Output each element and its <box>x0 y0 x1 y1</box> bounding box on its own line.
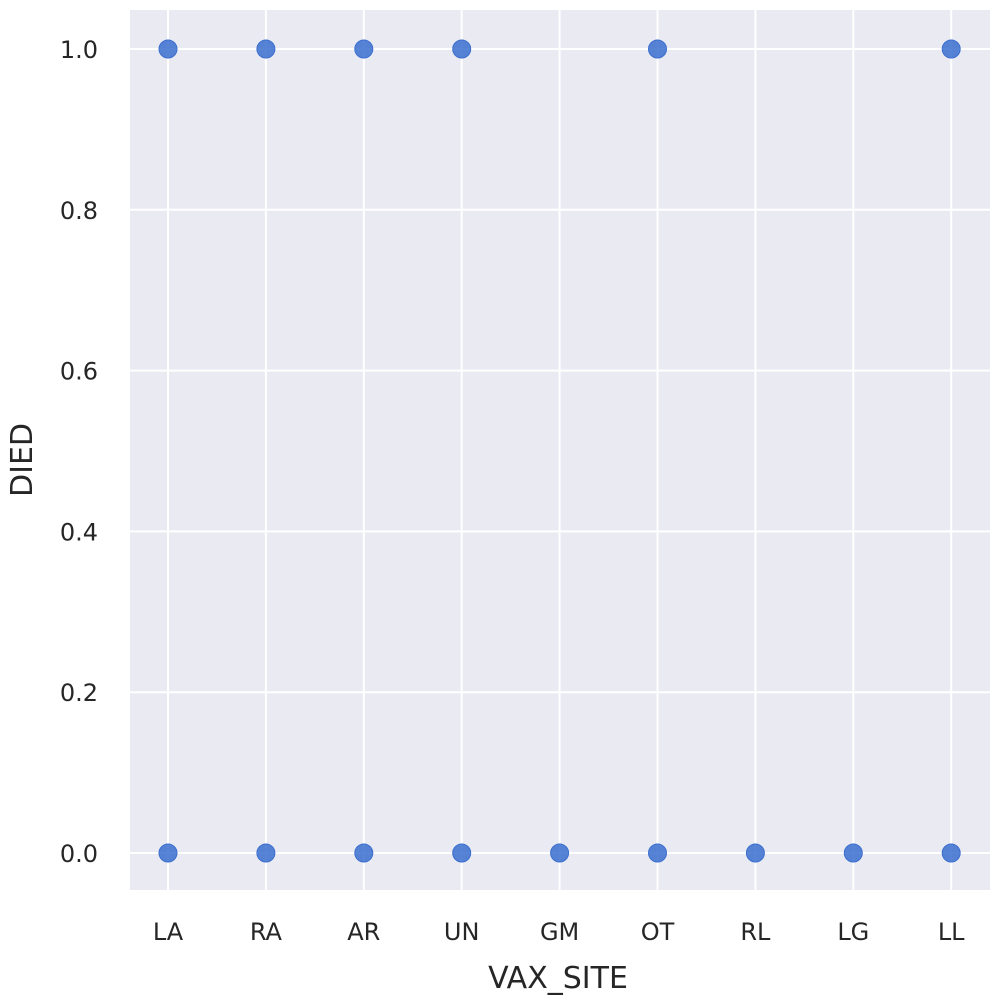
x-tick-label: LL <box>938 918 965 946</box>
data-point <box>158 39 178 59</box>
y-axis-label: DIED <box>5 423 40 497</box>
data-point <box>941 39 961 59</box>
data-point <box>941 843 961 863</box>
data-points <box>158 39 961 863</box>
y-tick-label: 0.4 <box>60 518 98 546</box>
data-point <box>648 39 667 59</box>
x-tick-label: RL <box>740 918 771 946</box>
x-tick-labels: LA RA AR UN GM OT RL LG LL <box>153 918 965 946</box>
x-tick-label: OT <box>641 918 675 946</box>
x-tick-label: UN <box>444 918 480 946</box>
data-point <box>256 843 276 863</box>
data-point <box>158 843 178 863</box>
y-tick-label: 1.0 <box>60 36 98 64</box>
x-tick-label: LA <box>153 918 184 946</box>
data-point <box>550 843 570 863</box>
data-point <box>256 39 276 59</box>
x-tick-label: GM <box>540 918 579 946</box>
y-tick-label: 0.6 <box>60 358 98 386</box>
x-tick-label: LG <box>837 918 869 946</box>
grid <box>130 10 990 890</box>
y-tick-label: 0.2 <box>60 679 98 707</box>
data-point <box>354 843 374 863</box>
data-point <box>354 39 374 59</box>
y-tick-labels: 0.0 0.2 0.4 0.6 0.8 1.0 <box>60 36 98 868</box>
data-point <box>745 843 765 863</box>
x-tick-label: RA <box>250 918 283 946</box>
y-tick-label: 0.8 <box>60 197 98 225</box>
y-tick-label: 0.0 <box>60 840 98 868</box>
data-point <box>648 843 667 863</box>
data-point <box>452 39 472 59</box>
x-axis-label: VAX_SITE <box>488 961 628 996</box>
data-point <box>843 843 863 863</box>
data-point <box>452 843 472 863</box>
x-tick-label: AR <box>347 918 380 946</box>
